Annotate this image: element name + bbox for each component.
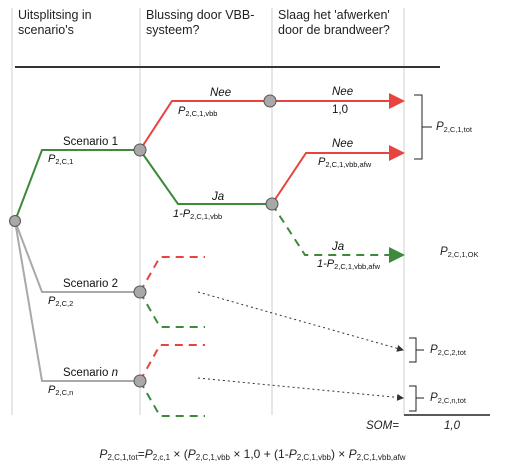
header-brandweer: Slaag het 'afwerken' door de brandweer? [278, 8, 390, 37]
scenario2-green-stub [139, 291, 205, 328]
brace-tot1 [414, 94, 432, 160]
afw-nee1-label: Nee [332, 86, 354, 98]
som-label: SOM= [366, 420, 399, 432]
afw-nee2-arrow [271, 145, 405, 205]
afw-nee1-value: 1,0 [332, 104, 348, 116]
afw-ja-arrow [271, 203, 405, 263]
formula: P2,C,1,tot=P2,c,1 × (P2,C,1,vbb × 1,0 + … [99, 447, 406, 462]
scenarion-dotted-arrow [197, 377, 404, 401]
header-scenarios: Uitsplitsing in scenario's [18, 8, 92, 37]
node-scenario1 [133, 143, 147, 157]
root-node [9, 215, 21, 227]
result-tot1: P2,C,1,tot [436, 121, 473, 134]
scenarion-branch [14, 220, 140, 382]
result-totn: P2,C,n,tot [430, 392, 467, 405]
node-vbb-nee [263, 94, 277, 108]
brace-totn [409, 385, 424, 412]
scenario2-red-stub [139, 256, 205, 293]
vbb-nee-prob: P2,C,1,vbb [178, 105, 218, 118]
result-tot2: P2,C,2,tot [430, 344, 467, 357]
scenario2-branch [14, 220, 140, 293]
vbb-ja-prob: 1-P2,C,1,vbb [173, 208, 223, 221]
scenario2-dotted-arrow [197, 291, 404, 352]
scenario2-label: Scenario 2 [63, 278, 118, 290]
nodes [9, 94, 279, 388]
afw-nee2-prob: P2,C,1,vbb,afw [318, 156, 372, 169]
vbb-ja-label: Ja [212, 191, 225, 203]
node-scenarion [133, 374, 147, 388]
header-vbb: Blussing door VBB-systeem? [146, 8, 255, 37]
node-scenario2 [133, 285, 147, 299]
node-vbb-ja [265, 197, 279, 211]
result-ok1: P2,C,1,OK [440, 246, 479, 259]
scenarion-prob: P2,C,n [48, 384, 74, 397]
scenarion-red-stub [139, 344, 205, 382]
afw-ja-label: Ja [332, 241, 345, 253]
vbb-nee-label: Nee [210, 87, 232, 99]
som-value: 1,0 [444, 420, 460, 432]
scenario1-branch [14, 149, 140, 222]
scenario1-label: Scenario 1 [63, 136, 118, 148]
brace-tot2 [409, 337, 424, 363]
column-dividers [11, 8, 405, 415]
scenario2-prob: P2,C,2 [48, 295, 74, 308]
scenarion-green-stub [139, 380, 205, 417]
vbb-ja-branch [139, 149, 272, 205]
afw-nee2-label: Nee [332, 138, 354, 150]
vbb-nee-branch [139, 100, 270, 151]
scenario1-prob: P2,C,1 [48, 153, 74, 166]
scenarion-label: Scenario n [63, 367, 118, 379]
afw-ja-prob: 1-P2,C,1,vbb,afw [317, 258, 380, 271]
